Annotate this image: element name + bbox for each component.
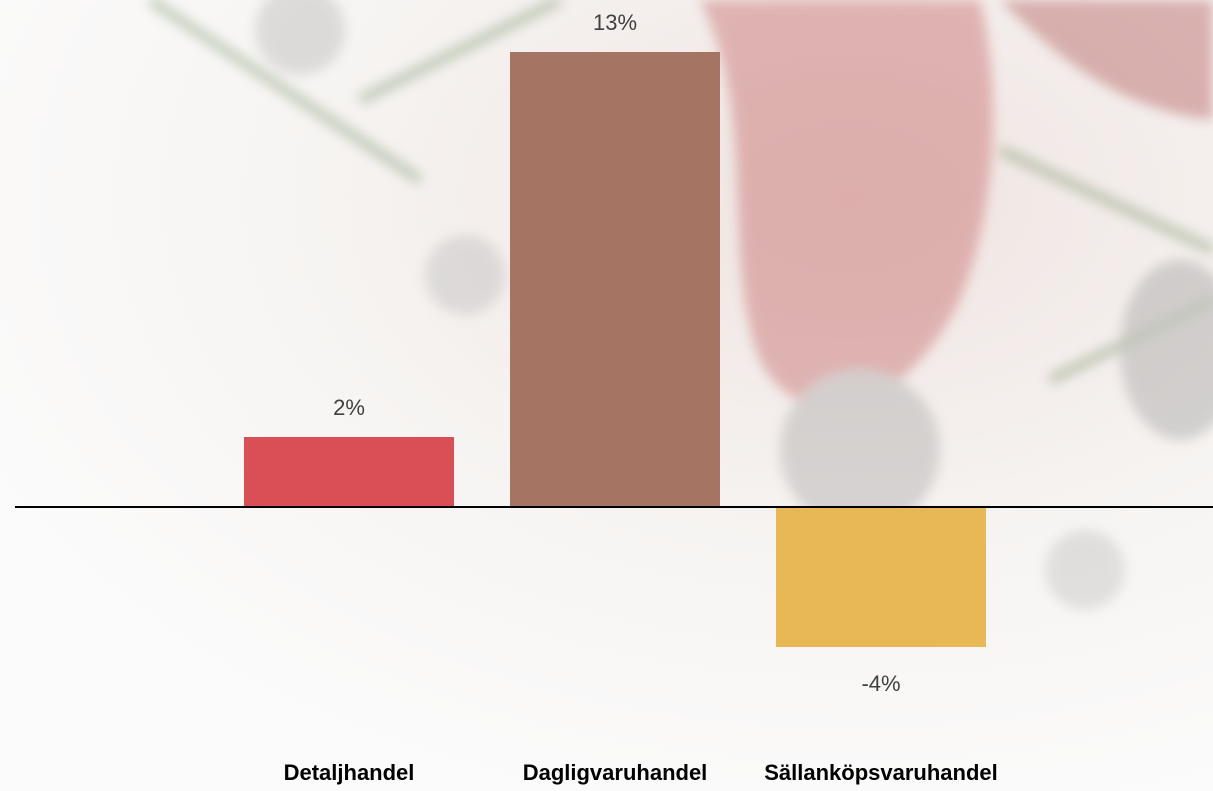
chart: 2% Detaljhandel 13% Dagligvaruhandel -4% Säll… (0, 0, 1213, 791)
value-label: 2% (333, 395, 365, 420)
category-label: Dagligvaruhandel (523, 760, 708, 785)
value-label: -4% (861, 671, 900, 696)
category-label: Sällanköpsvaruhandel (764, 760, 998, 785)
value-label: 13% (593, 10, 637, 35)
page: 2% Detaljhandel 13% Dagligvaruhandel -4% Säll… (0, 0, 1213, 791)
bar (776, 507, 986, 647)
bar (244, 437, 454, 507)
bar (510, 52, 720, 507)
category-label: Detaljhandel (284, 760, 415, 785)
